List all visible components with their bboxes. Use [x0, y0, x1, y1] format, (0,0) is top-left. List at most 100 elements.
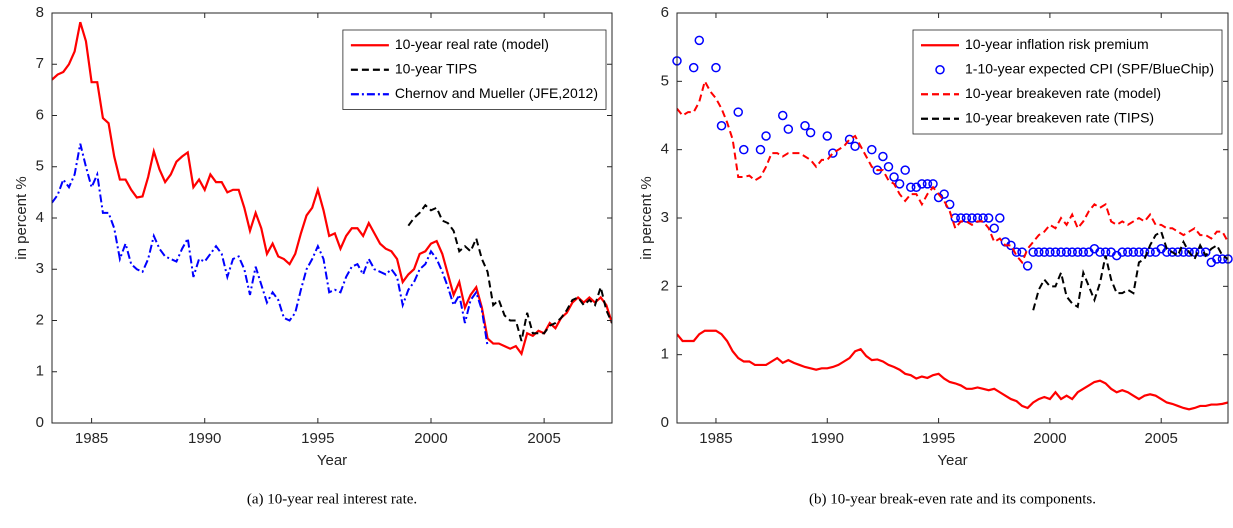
data-point: [867, 144, 877, 155]
caption: (a) 10-year real interest rate.: [247, 491, 417, 507]
data-point: [1028, 247, 1038, 257]
caption: (b) 10-year break-even rate and its comp…: [809, 491, 1096, 507]
data-point: [755, 144, 766, 155]
data-point: [1189, 247, 1200, 257]
plot-area: 1985 1990 1995 2000 2005 0 1 2 3 4 5 6 Year in percen…: [638, 4, 1233, 507]
data-point: [1056, 247, 1066, 257]
data-point: [889, 172, 899, 182]
data-point: [967, 213, 977, 223]
data-point: [1045, 247, 1055, 257]
data-point: [1184, 247, 1194, 257]
data-point: [950, 213, 961, 223]
data-point: [1139, 247, 1150, 257]
legend-box: [342, 29, 607, 110]
data-point: [1123, 247, 1133, 257]
data-point: [1072, 247, 1083, 257]
x-axis-label: Year: [317, 452, 347, 469]
data-point: [694, 35, 705, 46]
legend-label: 10-year inflation risk premium: [965, 36, 1149, 52]
data-point: [1134, 247, 1144, 257]
legend: 10-year inflation risk premium 1-10-year …: [912, 29, 1223, 135]
data-point: [1067, 247, 1077, 257]
data-point: [883, 162, 894, 172]
y-tick-label: 5: [36, 158, 44, 175]
x-tick-label: 1990: [188, 430, 221, 447]
x-tick-label: 1995: [301, 430, 334, 447]
y-axis-label: in percent %: [13, 176, 30, 259]
data-point: [850, 141, 860, 151]
data-point: [800, 121, 810, 131]
data-point: [828, 148, 838, 158]
data-point: [777, 110, 788, 121]
data-point: [688, 62, 699, 73]
x-tick-label: 2005: [1145, 430, 1178, 447]
data-point: [917, 179, 927, 189]
data-point: [983, 213, 994, 223]
y-tick-label: 2: [661, 277, 669, 294]
y-tick-label: 6: [661, 4, 669, 21]
data-point: [822, 131, 833, 141]
series-line: [52, 21, 612, 357]
y-tick-label: 5: [661, 72, 669, 89]
data-point: [1061, 247, 1072, 257]
legend-marker: [935, 65, 945, 75]
data-point: [1212, 254, 1222, 264]
y-tick-label: 4: [36, 209, 44, 226]
series-line: [407, 203, 612, 342]
data-point: [805, 127, 816, 138]
y-tick-label: 7: [36, 55, 44, 72]
data-point: [900, 165, 910, 175]
legend-box: [912, 29, 1223, 135]
y-tick-label: 0: [36, 414, 44, 431]
y-tick-label: 1: [661, 346, 669, 363]
y-tick-label: 4: [661, 141, 669, 158]
data-point: [1039, 247, 1050, 257]
data-point: [1095, 247, 1105, 257]
data-point: [1022, 261, 1033, 271]
y-tick-label: 1: [36, 363, 44, 380]
series-line: [677, 78, 1228, 265]
y-tick-label: 6: [36, 106, 44, 123]
y-tick-label: 3: [661, 209, 669, 226]
data-point: [1145, 247, 1155, 257]
data-point: [894, 179, 905, 189]
y-tick-label: 2: [36, 311, 44, 328]
data-point: [739, 144, 749, 155]
data-point: [1050, 247, 1061, 257]
x-axis-label: Year: [937, 452, 967, 469]
data-point: [1011, 247, 1022, 257]
y-axis-label: in percent %: [638, 176, 655, 259]
legend-label: 10-year TIPS: [395, 60, 477, 76]
y-tick-label: 3: [36, 260, 44, 277]
x-tick-label: 2000: [1033, 430, 1066, 447]
plot-area: 1985 1990 1995 2000 2005 0 1 2 3 4 5 6 7 8 Year in perc…: [13, 4, 613, 507]
data-point: [922, 179, 933, 189]
y-tick-label: 8: [36, 4, 44, 21]
legend: 10-year real rate (model) 10-year TIPS Che…: [342, 29, 607, 110]
data-point: [1128, 247, 1139, 257]
x-tick-label: 1990: [811, 430, 844, 447]
legend-label: 10-year real rate (model): [395, 36, 549, 52]
data-point: [844, 134, 855, 145]
data-point: [989, 223, 999, 233]
series-line: [677, 329, 1228, 411]
data-point: [978, 213, 988, 223]
data-point: [961, 213, 972, 223]
data-point: [761, 131, 771, 141]
x-tick-label: 2000: [414, 430, 447, 447]
data-point: [1034, 247, 1044, 257]
x-tick-label: 1985: [699, 430, 732, 447]
series-line: [1032, 230, 1228, 311]
data-point: [906, 182, 916, 192]
data-point: [733, 107, 743, 117]
y-tick-label: 0: [661, 414, 669, 431]
data-point: [878, 151, 888, 162]
legend-label: 10-year breakeven rate (TIPS): [965, 109, 1154, 125]
data-point: [783, 124, 794, 134]
x-tick-label: 1995: [922, 430, 955, 447]
data-point: [995, 213, 1005, 223]
data-point: [711, 62, 721, 73]
legend-label: Chernov and Mueller (JFE,2012): [395, 85, 598, 101]
data-point: [1117, 247, 1128, 257]
